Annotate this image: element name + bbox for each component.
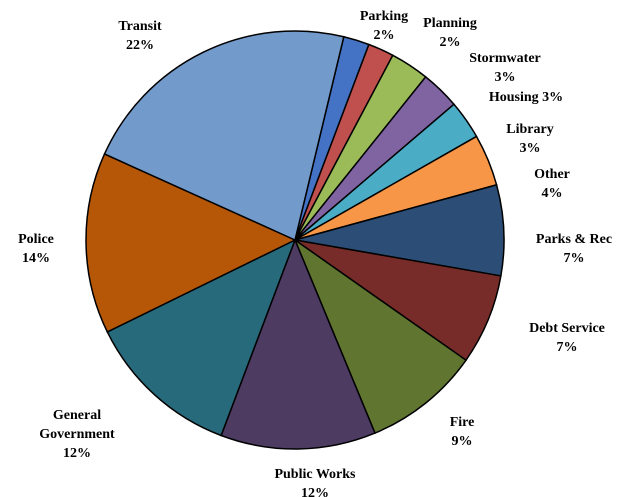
label-transit: Transit 22% [118, 19, 162, 53]
slice-public-works [220, 237, 376, 450]
label-other: Other 4% [534, 167, 570, 201]
pie-labels: Parking 2% Planning 2%Stormwater 3% Housing 3… [18, 9, 612, 497]
label-public-works: Public Works 12% [274, 467, 356, 497]
pie-slices [85, 30, 505, 450]
label-parks-rec: Parks & Rec 7% [536, 232, 612, 266]
label-police: Police 14% [18, 232, 54, 266]
label-housing: Housing 3% [489, 90, 563, 105]
label-library: Library 3% [506, 122, 553, 156]
slice-police [85, 152, 297, 333]
label-parking: Parking 2% [360, 9, 408, 43]
slice-general-government [106, 238, 297, 437]
label-fire: Fire 9% [450, 415, 475, 449]
label-planning: Planning 2% [423, 16, 477, 50]
slice-fire [293, 237, 468, 435]
label-debt-service: Debt Service 7% [529, 321, 605, 355]
slice-transit [103, 30, 345, 242]
label-general-government: General Government 12% [39, 408, 115, 461]
label-stormwater: Stormwater 3% [469, 51, 541, 85]
